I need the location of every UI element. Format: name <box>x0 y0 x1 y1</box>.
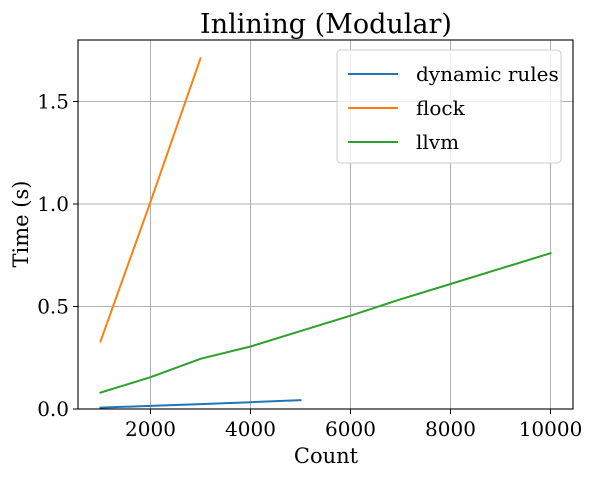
series-line-dynamic-rules <box>99 399 302 409</box>
legend-label: dynamic rules <box>416 62 559 86</box>
x-tick-label: 2000 <box>125 417 176 441</box>
x-tick-label: 10000 <box>519 417 583 441</box>
legend-box <box>336 49 562 164</box>
y-tick-label: 1.5 <box>37 90 69 114</box>
legend-label: llvm <box>416 130 459 154</box>
x-axis: 2000 4000 6000 8000 10000 <box>125 409 582 441</box>
y-axis: 0.0 0.5 1.0 1.5 <box>37 90 78 421</box>
y-tick-label: 0.5 <box>37 295 69 319</box>
series-line-llvm <box>99 251 552 394</box>
x-axis-label: Count <box>294 444 359 468</box>
plot-frame <box>77 39 574 410</box>
y-tick-label: 1.0 <box>37 192 69 216</box>
series-lines <box>99 57 552 409</box>
x-tick-label: 4000 <box>225 417 276 441</box>
x-tick-label: 6000 <box>325 417 376 441</box>
legend: dynamic rules flock llvm <box>336 49 562 164</box>
chart-title: Inlining (Modular) <box>200 9 452 40</box>
y-tick-label: 0.0 <box>37 397 69 421</box>
legend-label: flock <box>416 96 466 120</box>
y-axis-label: Time (s) <box>9 181 33 268</box>
x-tick-label: 8000 <box>425 417 476 441</box>
series-line-flock <box>99 57 202 343</box>
